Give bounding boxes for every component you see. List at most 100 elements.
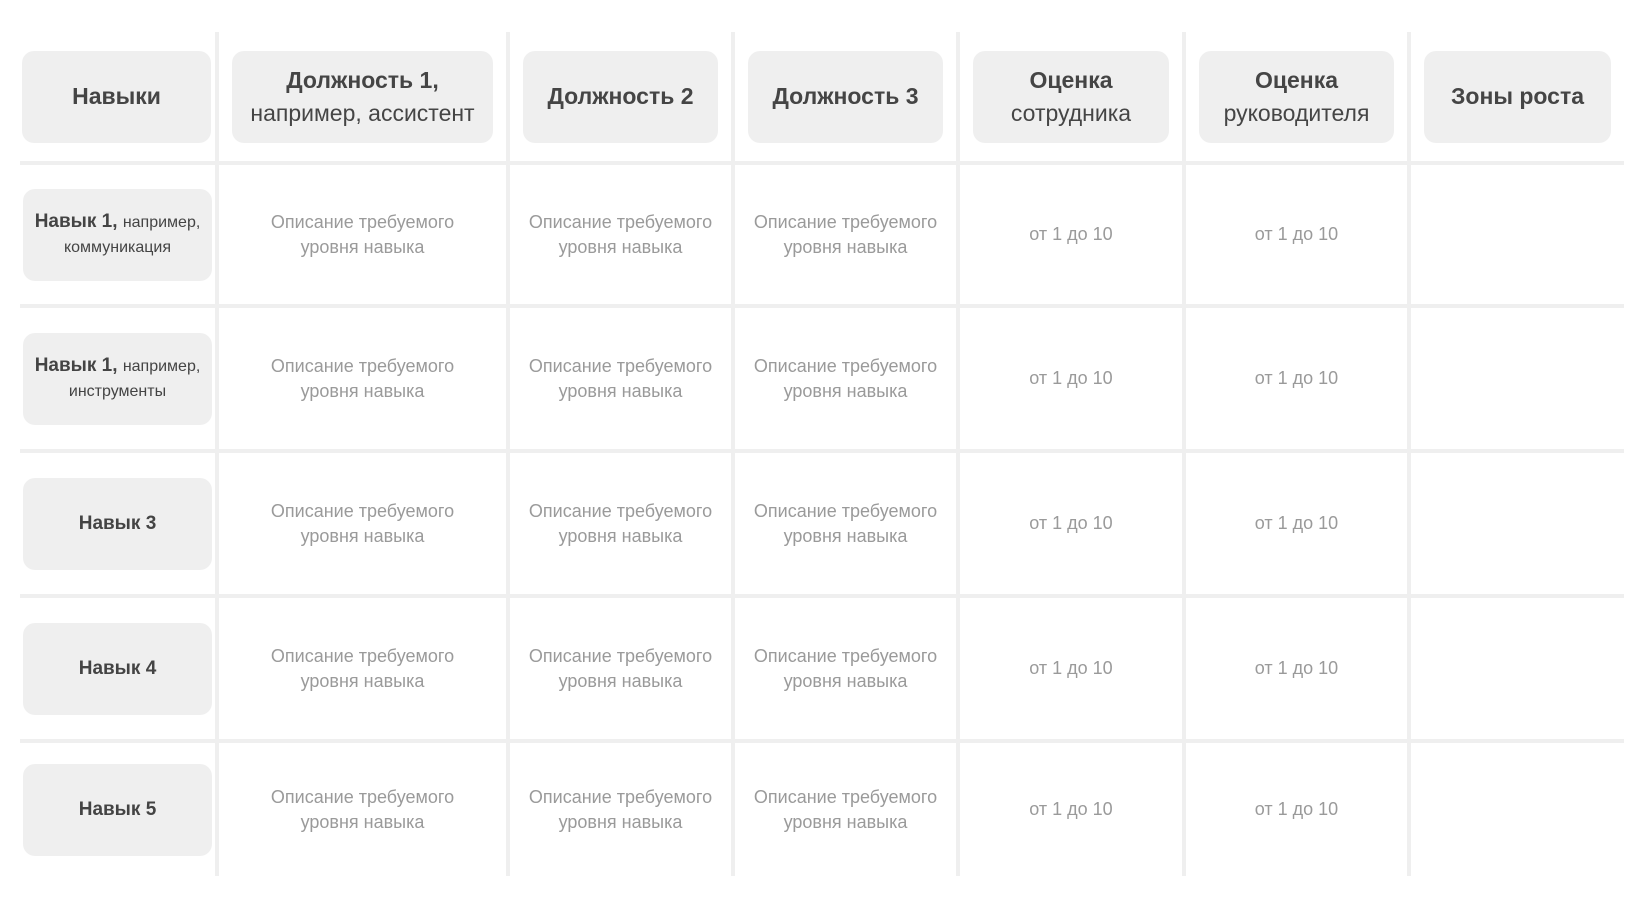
level-description: Описание требуемого уровня навыка [270, 500, 455, 546]
header-title: Оценка [1029, 66, 1113, 93]
table-cell: от 1 до 10 [960, 598, 1186, 743]
skill-name: Навык 1, [34, 211, 118, 232]
level-description: Описание требуемого уровня навыка [528, 355, 713, 401]
table-cell: Описание требуемого уровня навыка [735, 743, 960, 876]
level-description: Описание требуемого уровня навыка [753, 786, 938, 832]
column-header: Оценка руководителя [1199, 50, 1394, 143]
skill-note-2: коммуникация [63, 239, 172, 256]
table-cell: Описание требуемого уровня навыка [510, 743, 735, 876]
table-cell [1411, 453, 1624, 598]
skill-label: Навык 4 [23, 622, 212, 715]
skill-name: Навык 3 [78, 513, 157, 534]
table-cell: Описание требуемого уровня навыка [510, 598, 735, 743]
column-header: Оценка сотрудника [973, 50, 1169, 143]
employee-score: от 1 до 10 [1029, 513, 1113, 533]
manager-score: от 1 до 10 [1254, 224, 1339, 244]
table-cell: Описание требуемого уровня навыка [735, 453, 960, 598]
header-subtitle: сотрудника [1010, 99, 1132, 126]
table-cell: Описание требуемого уровня навыка [735, 165, 960, 308]
table-cell: Навык 3 [20, 453, 219, 598]
level-description: Описание требуемого уровня навыка [270, 211, 455, 257]
skill-note: например, [122, 358, 201, 375]
employee-score: от 1 до 10 [1029, 799, 1113, 819]
header-title: Должность 1, [286, 66, 439, 93]
header-title: Должность 2 [547, 83, 694, 109]
header-title: Навыки [72, 83, 161, 109]
table-cell: от 1 до 10 [960, 308, 1186, 453]
table-cell: Описание требуемого уровня навыка [219, 165, 510, 308]
skill-name: Навык 4 [78, 658, 157, 679]
skill-label: Навык 1, например, инструменты [23, 332, 212, 425]
header-title: Зоны роста [1450, 83, 1585, 109]
column-header: Должность 3 [748, 50, 943, 143]
column-header: Зоны роста [1424, 50, 1611, 143]
level-description: Описание требуемого уровня навыка [753, 500, 938, 546]
header-cell: Должность 2 [510, 32, 735, 165]
skills-matrix-table: Навыки Должность 1, например, ассистент Дол… [20, 32, 1624, 876]
level-description: Описание требуемого уровня навыка [528, 500, 713, 546]
employee-score: от 1 до 10 [1029, 368, 1113, 388]
skill-label: Навык 3 [23, 477, 212, 570]
table-cell: Описание требуемого уровня навыка [219, 598, 510, 743]
manager-score: от 1 до 10 [1254, 368, 1339, 388]
skill-note-2: инструменты [68, 383, 167, 400]
manager-score: от 1 до 10 [1254, 799, 1339, 819]
skill-line: Навык 1, например, [35, 353, 201, 379]
skill-name: Навык 1, [34, 355, 118, 376]
table-cell: Навык 5 [20, 743, 219, 876]
level-description: Описание требуемого уровня навыка [528, 786, 713, 832]
skill-line: Навык 5 [79, 797, 157, 822]
header-title: Должность 3 [772, 83, 919, 109]
table-cell: Навык 4 [20, 598, 219, 743]
header-cell: Навыки [20, 32, 219, 165]
skill-note: например, [122, 214, 201, 231]
header-cell: Должность 1, например, ассистент [219, 32, 510, 165]
header-subtitle: например, ассистент [250, 99, 475, 126]
skill-label: Навык 5 [23, 763, 212, 856]
header-cell: Зоны роста [1411, 32, 1624, 165]
level-description: Описание требуемого уровня навыка [270, 786, 455, 832]
level-description: Описание требуемого уровня навыка [270, 645, 455, 691]
table-cell: от 1 до 10 [1186, 598, 1411, 743]
table-cell: Описание требуемого уровня навыка [510, 453, 735, 598]
column-header: Должность 1, например, ассистент [232, 50, 493, 143]
table-cell [1411, 598, 1624, 743]
level-description: Описание требуемого уровня навыка [753, 211, 938, 257]
level-description: Описание требуемого уровня навыка [528, 211, 713, 257]
table-cell: от 1 до 10 [960, 453, 1186, 598]
employee-score: от 1 до 10 [1029, 224, 1113, 244]
table-cell: Описание требуемого уровня навыка [510, 308, 735, 453]
table-cell [1411, 308, 1624, 453]
level-description: Описание требуемого уровня навыка [528, 645, 713, 691]
table-cell: Описание требуемого уровня навыка [219, 308, 510, 453]
skill-line: Навык 3 [79, 511, 157, 536]
table-cell: Навык 1, например, инструменты [20, 308, 219, 453]
table-cell [1411, 743, 1624, 876]
table-cell: от 1 до 10 [1186, 308, 1411, 453]
manager-score: от 1 до 10 [1254, 658, 1339, 678]
manager-score: от 1 до 10 [1254, 513, 1339, 533]
table-cell: от 1 до 10 [960, 743, 1186, 876]
header-cell: Оценка руководителя [1186, 32, 1411, 165]
column-header: Должность 2 [523, 50, 718, 143]
skill-line: Навык 1, например, [35, 209, 201, 235]
table-cell: Описание требуемого уровня навыка [735, 598, 960, 743]
table-cell: от 1 до 10 [1186, 165, 1411, 308]
column-header: Навыки [22, 50, 211, 143]
skill-name: Навык 5 [78, 799, 157, 820]
level-description: Описание требуемого уровня навыка [753, 645, 938, 691]
table-cell: Навык 1, например, коммуникация [20, 165, 219, 308]
skill-label: Навык 1, например, коммуникация [23, 188, 212, 281]
skill-line: Навык 4 [79, 656, 157, 681]
level-description: Описание требуемого уровня навыка [270, 355, 455, 401]
table-cell: от 1 до 10 [1186, 743, 1411, 876]
table-cell: от 1 до 10 [1186, 453, 1411, 598]
table-cell [1411, 165, 1624, 308]
header-title: Оценка [1254, 66, 1338, 93]
table-cell: Описание требуемого уровня навыка [735, 308, 960, 453]
header-cell: Оценка сотрудника [960, 32, 1186, 165]
header-cell: Должность 3 [735, 32, 960, 165]
table-cell: Описание требуемого уровня навыка [219, 743, 510, 876]
employee-score: от 1 до 10 [1029, 658, 1113, 678]
table-cell: Описание требуемого уровня навыка [510, 165, 735, 308]
